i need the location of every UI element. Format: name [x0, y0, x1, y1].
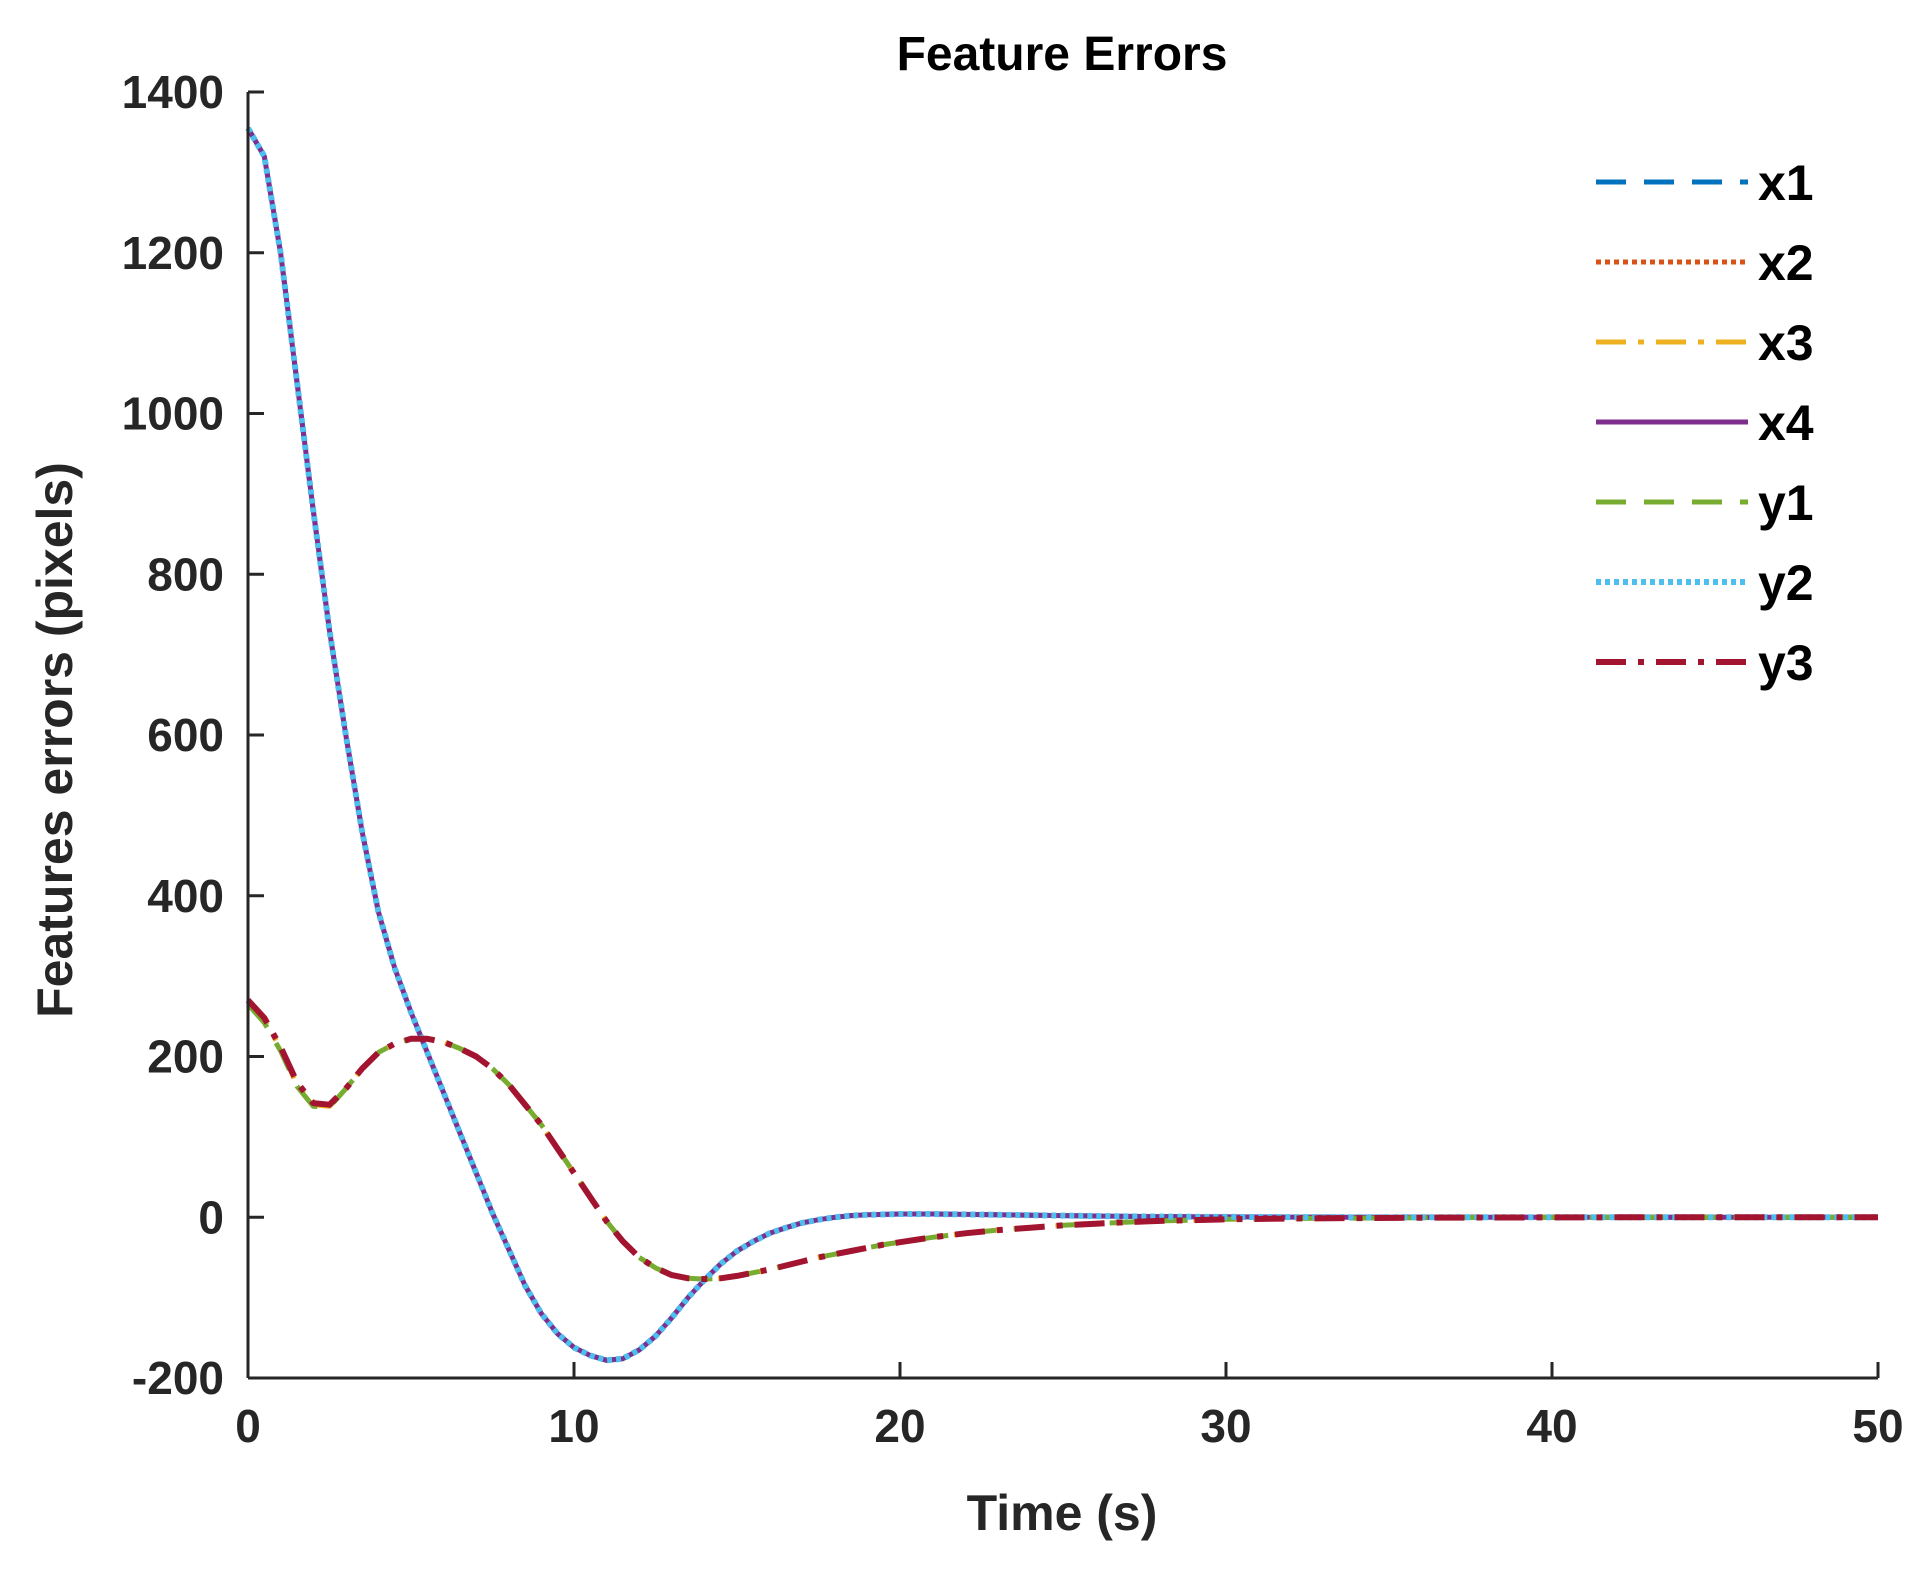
legend-label-y1: y1: [1758, 475, 1814, 531]
y-tick-label-200: 200: [147, 1031, 224, 1083]
chart-title: Feature Errors: [897, 28, 1228, 81]
legend-label-x4: x4: [1758, 395, 1814, 451]
y-tick-label-400: 400: [147, 870, 224, 922]
legend-entry-x2: x2: [1596, 235, 1814, 291]
x-tick-label-20: 20: [874, 1400, 925, 1452]
legend-entry-y2: y2: [1596, 555, 1814, 611]
legend-entry-x1: x1: [1596, 155, 1814, 211]
plot-area: [245, 126, 1878, 1364]
y-tick-label-1000: 1000: [122, 388, 224, 440]
legend-entry-y1: y1: [1596, 475, 1814, 531]
legend-label-y3: y3: [1758, 635, 1814, 691]
legend-label-y2: y2: [1758, 555, 1814, 611]
y-tick-label--200: -200: [132, 1352, 224, 1404]
series-line-y2: [245, 126, 1878, 1364]
y-tick-label-1400: 1400: [122, 66, 224, 118]
y-axis-title: Features errors (pixels): [27, 462, 83, 1018]
legend-entry-y3: y3: [1596, 635, 1814, 691]
x-tick-label-50: 50: [1852, 1400, 1903, 1452]
legend-label-x3: x3: [1758, 315, 1814, 371]
y-tick-label-800: 800: [147, 548, 224, 600]
x-axis-title: Time (s): [967, 1485, 1158, 1541]
legend: x1 x2 x3 x4 y1 y2 y3: [1596, 155, 1814, 691]
x-tick-label-0: 0: [235, 1400, 261, 1452]
legend-entry-x4: x4: [1596, 395, 1814, 451]
x-tick-label-40: 40: [1526, 1400, 1577, 1452]
y-tick-label-1200: 1200: [122, 227, 224, 279]
series-line-y3: [245, 998, 1878, 1283]
legend-label-x2: x2: [1758, 235, 1814, 291]
x-tick-label-30: 30: [1200, 1400, 1251, 1452]
y-tick-label-600: 600: [147, 709, 224, 761]
y-tick-label-0: 0: [198, 1191, 224, 1243]
legend-entry-x3: x3: [1596, 315, 1814, 371]
legend-label-x1: x1: [1758, 155, 1814, 211]
x-tick-label-10: 10: [548, 1400, 599, 1452]
